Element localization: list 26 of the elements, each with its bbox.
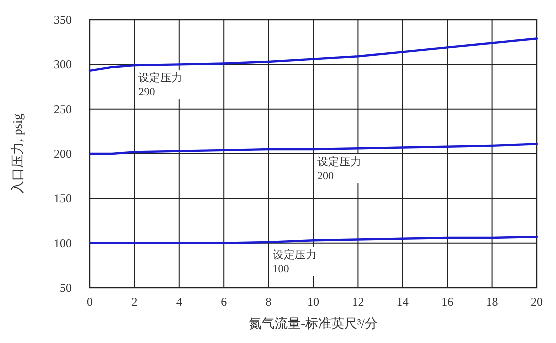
x-tick-label: 8 [266, 295, 272, 309]
annotation: 设定压力 100 [272, 248, 317, 276]
line-series [88, 143, 538, 156]
x-tick-label: 20 [531, 295, 543, 309]
y-tick-label: 150 [54, 192, 72, 206]
x-tick-label: 12 [352, 295, 364, 309]
y-tick-label: 300 [54, 58, 72, 72]
y-tick-label: 250 [54, 102, 72, 116]
x-tick-label: 16 [442, 295, 454, 309]
line-series [88, 236, 538, 244]
y-axis-title: 入口压力, psig [10, 113, 25, 194]
y-tick-label: 100 [54, 236, 72, 250]
x-tick-label: 14 [396, 295, 409, 309]
y-tick-label: 200 [54, 147, 72, 161]
x-tick-label: 10 [308, 295, 320, 309]
x-tick-label: 2 [132, 295, 138, 309]
annotation: 设定压力 200 [318, 156, 362, 183]
x-axis-title: 氮气流量-标准英尺³/分 [249, 316, 378, 331]
annotation: 设定压力 290 [138, 72, 183, 99]
x-tick-label: 6 [221, 295, 228, 309]
x-tick-label: 18 [486, 295, 498, 309]
y-tick-label: 50 [60, 281, 72, 295]
line-series [88, 38, 538, 72]
x-tick-label: 4 [176, 295, 182, 309]
x-tick-label: 0 [87, 295, 93, 309]
y-tick-label: 350 [54, 13, 72, 27]
